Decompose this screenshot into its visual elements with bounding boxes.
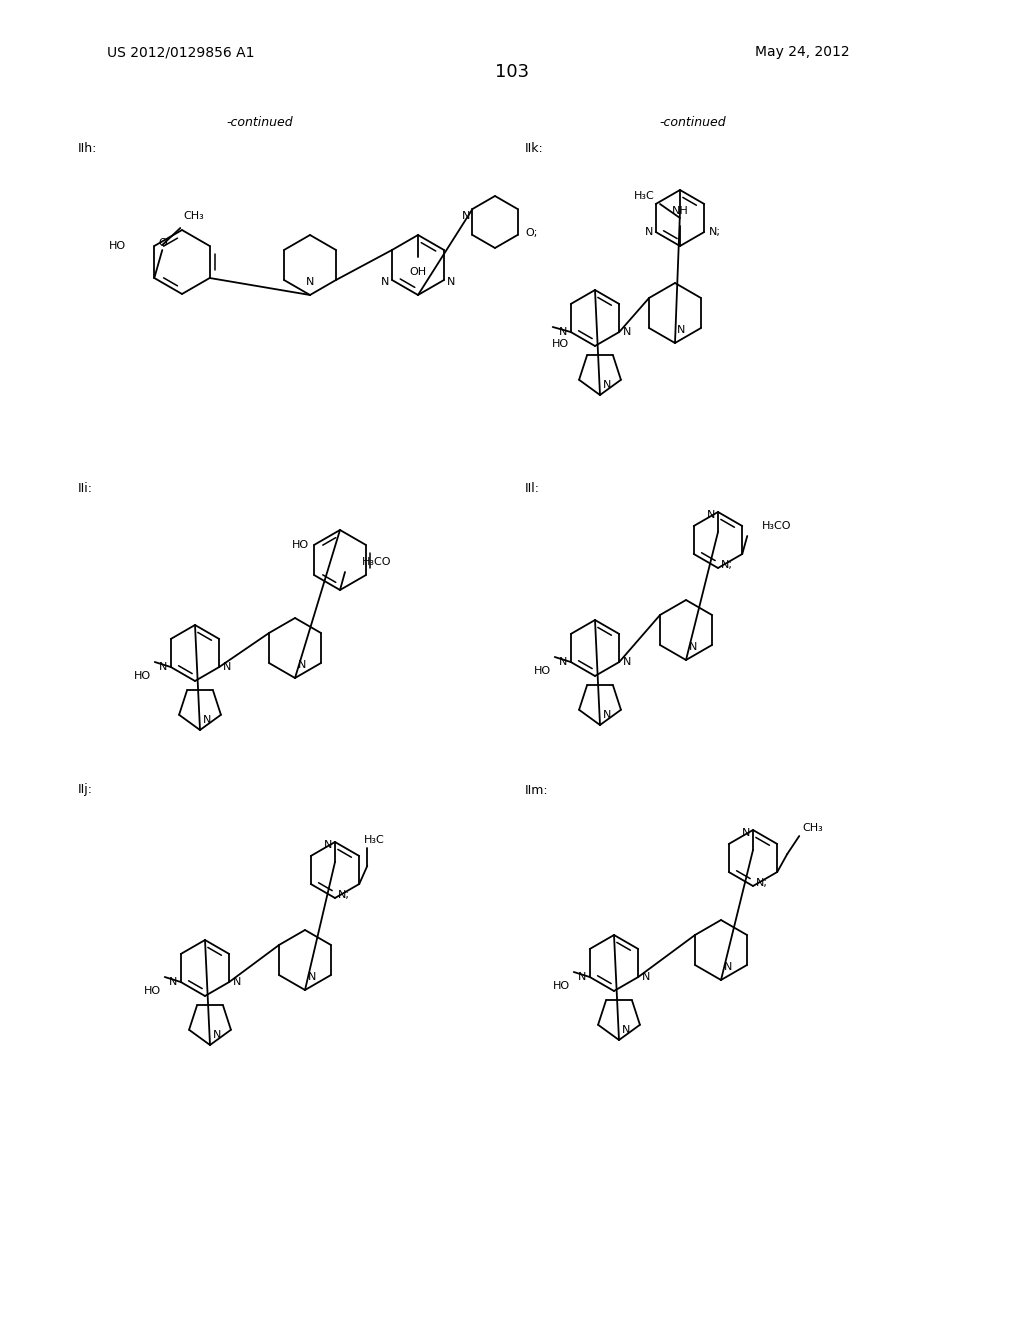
Text: US 2012/0129856 A1: US 2012/0129856 A1: [106, 45, 255, 59]
Text: N: N: [689, 642, 697, 652]
Text: HO: HO: [133, 671, 151, 681]
Text: N: N: [603, 710, 611, 719]
Text: N;: N;: [721, 560, 733, 570]
Text: O;: O;: [525, 228, 538, 238]
Text: N: N: [558, 657, 566, 667]
Text: N;: N;: [338, 890, 350, 900]
Text: HO: HO: [143, 986, 161, 997]
Text: N;: N;: [756, 878, 768, 888]
Text: CH₃: CH₃: [802, 822, 823, 833]
Text: IIh:: IIh:: [78, 141, 97, 154]
Text: IIl:: IIl:: [525, 482, 540, 495]
Text: CH₃: CH₃: [183, 211, 204, 220]
Text: N: N: [324, 840, 332, 850]
Text: H₃C: H₃C: [634, 191, 655, 201]
Text: N: N: [578, 972, 586, 982]
Text: H₃C: H₃C: [365, 836, 385, 845]
Text: -continued: -continued: [659, 116, 726, 128]
Text: N: N: [223, 663, 231, 672]
Text: N: N: [558, 327, 566, 337]
Text: N: N: [724, 962, 732, 972]
Text: NH: NH: [672, 206, 688, 216]
Text: N: N: [677, 325, 685, 335]
Text: HO: HO: [534, 667, 551, 676]
Text: N: N: [213, 1030, 221, 1040]
Text: N: N: [203, 715, 211, 725]
Text: IIi:: IIi:: [78, 482, 93, 495]
Text: H₃CO: H₃CO: [362, 557, 391, 568]
Text: May 24, 2012: May 24, 2012: [755, 45, 850, 59]
Text: IIm:: IIm:: [525, 784, 549, 796]
Text: N: N: [644, 227, 652, 238]
Text: N: N: [381, 277, 389, 286]
Text: N: N: [603, 380, 611, 389]
Text: O: O: [158, 238, 167, 248]
Text: N: N: [168, 977, 177, 987]
Text: N: N: [622, 1026, 631, 1035]
Text: N: N: [642, 972, 650, 982]
Text: N: N: [624, 327, 632, 337]
Text: N;: N;: [710, 227, 721, 238]
Text: OH: OH: [410, 267, 427, 277]
Text: N: N: [624, 657, 632, 667]
Text: N: N: [741, 828, 750, 838]
Text: 103: 103: [495, 63, 529, 81]
Text: HO: HO: [553, 981, 569, 991]
Text: N: N: [233, 977, 242, 987]
Text: N: N: [159, 663, 167, 672]
Text: HO: HO: [552, 339, 568, 348]
Text: HO: HO: [110, 242, 126, 251]
Text: N: N: [308, 972, 316, 982]
Text: HO: HO: [292, 540, 309, 550]
Text: IIj:: IIj:: [78, 784, 93, 796]
Text: H₃CO: H₃CO: [762, 521, 792, 531]
Text: N: N: [707, 510, 715, 520]
Text: N: N: [447, 277, 456, 286]
Text: N: N: [462, 211, 470, 220]
Text: IIk:: IIk:: [525, 141, 544, 154]
Text: -continued: -continued: [226, 116, 293, 128]
Text: N: N: [306, 277, 314, 286]
Text: N: N: [298, 660, 306, 671]
